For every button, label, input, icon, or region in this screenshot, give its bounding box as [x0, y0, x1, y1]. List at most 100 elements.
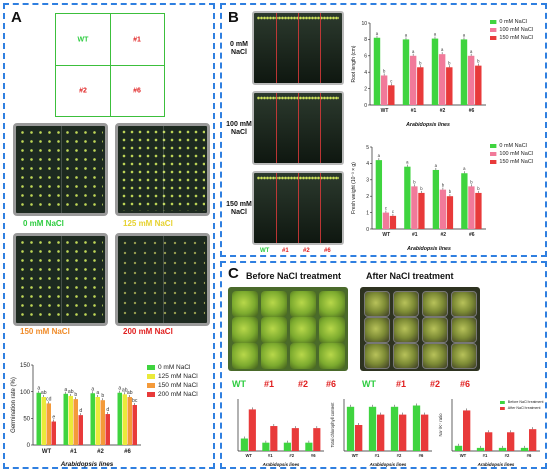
diagram-label-1: #1	[133, 36, 141, 43]
legend-swatch	[500, 401, 505, 404]
c-label-after-1: #1	[396, 379, 407, 389]
bar-n6-0	[461, 173, 468, 229]
diagram-label-2: #2	[79, 87, 87, 94]
x-axis-label: Arabidopsis lines	[406, 246, 451, 252]
y-tick-label: 8	[364, 37, 367, 43]
plate-label-100mm: 100 mM NaCl	[226, 121, 252, 136]
bar-WT-0	[346, 406, 355, 451]
bar-n1-2	[417, 67, 424, 105]
plate-layout-diagram: WT #1 #2 #6	[55, 13, 165, 117]
significance-letter: a	[376, 31, 379, 36]
x-tick-label: #1	[412, 232, 418, 238]
legend-label: 0 mM NaCl	[499, 19, 527, 25]
bar-n6-1	[529, 429, 537, 451]
legend-label: After NaCl treatment	[508, 406, 541, 410]
bar-n1-0	[402, 39, 410, 105]
legend-swatch	[147, 383, 155, 388]
bar-n1-1	[485, 432, 493, 451]
significance-letter: a	[435, 163, 438, 168]
significance-letter: b	[383, 68, 386, 73]
c-label-after-6: #6	[460, 379, 471, 389]
lane-label-2: #2	[303, 248, 310, 254]
significance-letter: b	[74, 392, 77, 398]
y-tick-label: 2	[364, 86, 367, 92]
legend-swatch	[490, 36, 497, 40]
bar-n6-2	[475, 192, 482, 229]
y-tick-label: 4	[364, 70, 367, 76]
significance-letter: b	[477, 186, 480, 191]
x-tick-label: #1	[70, 449, 77, 455]
plants-photo-before	[228, 287, 348, 371]
after-title: After NaCl treatment	[366, 271, 454, 281]
x-axis-label: Arabidopsis lines	[60, 461, 114, 468]
significance-letter: a	[64, 387, 67, 393]
x-tick-label: #6	[469, 232, 475, 238]
bar-n6-1	[122, 394, 128, 445]
bar-n1-2	[73, 399, 78, 445]
bar-WT-2	[388, 85, 395, 105]
root-plate-150mm	[252, 171, 344, 245]
significance-letter: a	[470, 49, 473, 54]
significance-letter: b	[470, 179, 473, 184]
y-tick-label: 1	[366, 210, 369, 216]
bar-n2-1	[291, 428, 299, 451]
legend-label: 125 mM NaCl	[158, 373, 198, 380]
root-plate-100mm	[252, 91, 344, 165]
c-label-before-wt: WT	[232, 379, 246, 389]
y-tick-label: 10	[361, 21, 367, 27]
legend-swatch	[147, 392, 155, 397]
panel-b: B 0 mM NaCl 100 mM NaCl 150 mM NaCl WT #…	[220, 3, 547, 257]
dish-caption-200mm: 200 mM NaCl	[123, 327, 173, 336]
x-tick-label: WT	[42, 449, 52, 455]
significance-letter: a	[37, 386, 40, 392]
x-tick-label: #6	[419, 453, 424, 458]
x-axis-label: Arabidopsis lines	[262, 462, 300, 467]
bar-n2-2	[446, 67, 453, 105]
bar-n2-1	[95, 397, 101, 445]
bar-WT-0	[36, 392, 42, 445]
significance-letter: a	[434, 32, 437, 37]
bar-WT-1	[382, 212, 390, 229]
significance-letter: ab	[41, 390, 47, 396]
legend-swatch	[500, 407, 505, 410]
legend-swatch	[490, 144, 497, 148]
bar-WT-3	[51, 421, 56, 445]
legend-label: 150 mM NaCl	[499, 35, 533, 41]
dish-photo-0mm	[13, 123, 108, 216]
significance-letter: a	[378, 153, 381, 158]
bar-n1-2	[418, 192, 425, 229]
dish-photo-200mm	[115, 233, 210, 326]
legend-label: 150 mM NaCl	[499, 159, 533, 165]
x-tick-label: #1	[483, 453, 488, 458]
y-tick-label: 150	[20, 363, 31, 369]
bar-n1-3	[78, 415, 83, 445]
x-tick-label: #6	[311, 453, 316, 458]
significance-letter: a	[441, 47, 444, 52]
bar-n6-1	[421, 414, 429, 451]
bar-n6-2	[127, 397, 132, 445]
x-tick-label: #2	[440, 232, 446, 238]
significance-letter: b	[413, 179, 416, 184]
y-tick-label: 0	[364, 103, 367, 109]
y-tick-label: 6	[364, 54, 367, 60]
x-tick-label: #2	[505, 453, 510, 458]
plate-label-150mm: 150 mM NaCl	[226, 201, 252, 216]
x-tick-label: WT	[352, 453, 359, 458]
legend-swatch	[490, 20, 497, 24]
bar-n6-1	[467, 55, 475, 105]
significance-letter: b	[442, 183, 445, 188]
bar-n2-0	[90, 393, 96, 445]
bar-WT-1	[463, 410, 471, 451]
legend-label: 0 mM NaCl	[158, 364, 191, 371]
bar-n1-1	[377, 414, 385, 451]
bar-n1-1	[270, 426, 278, 451]
x-tick-label: #2	[97, 449, 104, 455]
bar-n1-1	[409, 55, 417, 105]
y-tick-label: 3	[366, 178, 369, 184]
significance-letter: b	[448, 60, 451, 65]
significance-letter: a	[91, 386, 94, 392]
legend-label: Before NaCl treatment	[508, 400, 544, 404]
bar-n6-0	[305, 442, 313, 451]
bar-n1-0	[476, 447, 485, 451]
bar-n1-1	[411, 186, 418, 229]
